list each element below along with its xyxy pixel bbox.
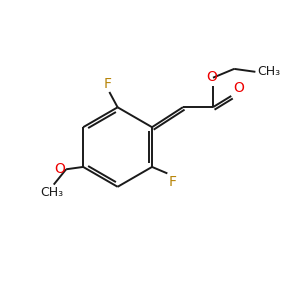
Text: O: O — [233, 81, 244, 95]
Text: O: O — [54, 162, 64, 176]
Text: F: F — [169, 175, 176, 189]
Text: CH₃: CH₃ — [41, 186, 64, 200]
Text: CH₃: CH₃ — [257, 65, 280, 78]
Text: F: F — [104, 77, 112, 91]
Text: O: O — [206, 70, 217, 85]
